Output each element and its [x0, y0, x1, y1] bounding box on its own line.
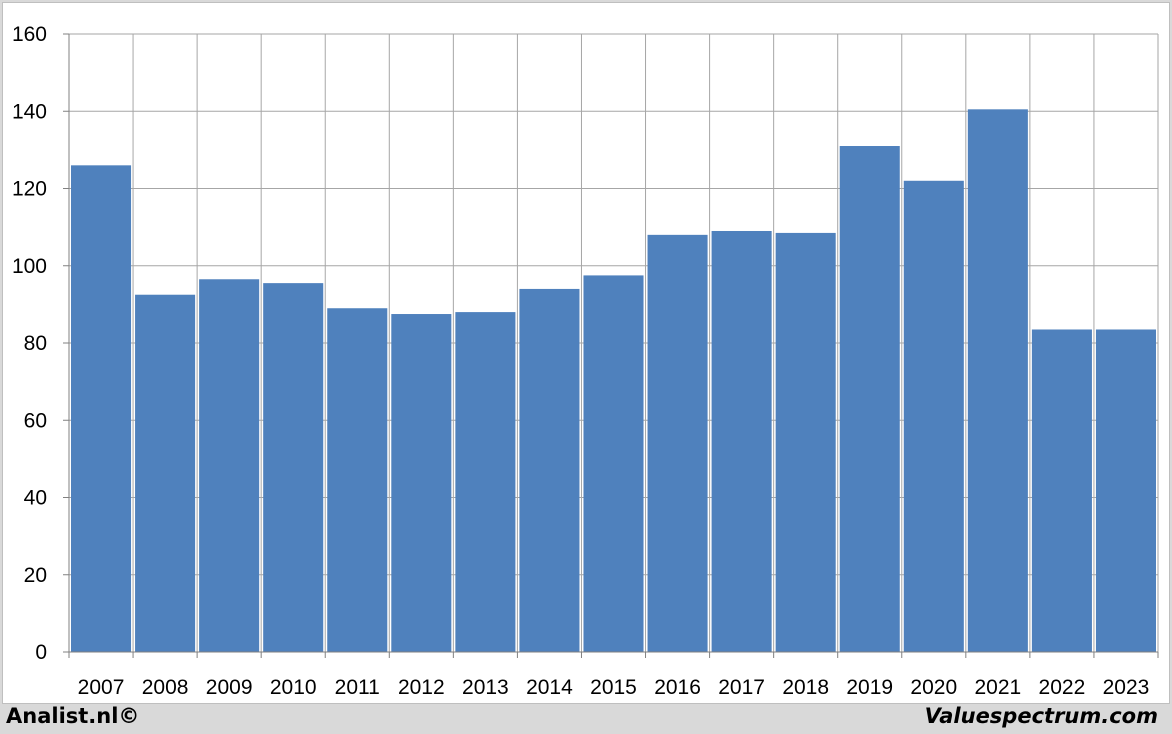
footer-right-credit: Valuespectrum.com	[924, 704, 1158, 728]
y-tick-label: 100	[12, 255, 47, 278]
bar-2015	[583, 275, 644, 652]
y-tick-label: 0	[35, 641, 47, 664]
y-tick-label: 60	[24, 409, 47, 432]
bar-2007	[71, 165, 132, 652]
bar-2012	[391, 314, 452, 652]
bar-2014	[519, 288, 580, 652]
x-tick-label: 2020	[910, 676, 957, 699]
y-tick-label: 80	[24, 332, 47, 355]
bar-2013	[455, 312, 516, 652]
bar-2010	[263, 283, 324, 652]
y-tick-label: 140	[12, 100, 47, 123]
y-tick-label: 40	[24, 487, 47, 510]
x-tick-label: 2023	[1103, 676, 1150, 699]
bar-2023	[1095, 329, 1156, 652]
bar-2011	[327, 308, 388, 652]
x-tick-label: 2014	[526, 676, 573, 699]
bar-2020	[903, 180, 964, 652]
x-tick-label: 2015	[590, 676, 637, 699]
bar-2008	[135, 294, 196, 652]
x-tick-label: 2017	[718, 676, 765, 699]
bar-2019	[839, 146, 900, 652]
x-tick-label: 2016	[654, 676, 701, 699]
x-tick-label: 2012	[398, 676, 445, 699]
x-tick-label: 2022	[1039, 676, 1086, 699]
y-tick-label: 120	[12, 178, 47, 201]
y-tick-label: 20	[24, 564, 47, 587]
x-tick-label: 2013	[462, 676, 509, 699]
x-tick-label: 2008	[142, 676, 189, 699]
chart-frame: 0 20 40 60 80 100 120 140 160 2007 2008 2009 2010 201…	[2, 2, 1170, 704]
x-tick-label: 2009	[206, 676, 253, 699]
x-tick-label: 2011	[335, 676, 380, 699]
bar-2018	[775, 232, 836, 652]
bar-2017	[711, 230, 772, 653]
x-tick-label: 2018	[782, 676, 829, 699]
x-tick-label: 2010	[270, 676, 317, 699]
x-tick-label: 2007	[78, 676, 125, 699]
bar-2009	[199, 279, 260, 652]
bar-2022	[1031, 329, 1092, 652]
footer-left-credit: Analist.nl©	[6, 704, 140, 728]
bar-2016	[647, 234, 708, 652]
bar-chart: 0 20 40 60 80 100 120 140 160 2007 2008 2009 2010 201…	[12, 23, 1159, 699]
y-tick-label: 160	[12, 23, 47, 46]
bar-2021	[967, 109, 1028, 653]
x-tick-label: 2019	[846, 676, 893, 699]
x-tick-label: 2021	[974, 676, 1021, 699]
